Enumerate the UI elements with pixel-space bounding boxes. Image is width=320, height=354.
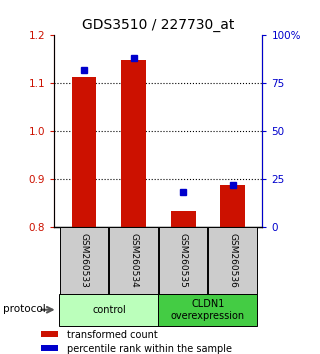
Text: transformed count: transformed count — [67, 330, 158, 340]
Bar — [171, 211, 196, 227]
Bar — [41, 331, 58, 337]
Bar — [72, 78, 97, 227]
Bar — [60, 227, 108, 294]
Title: GDS3510 / 227730_at: GDS3510 / 227730_at — [82, 18, 235, 32]
Text: protocol: protocol — [3, 304, 46, 314]
Bar — [159, 227, 207, 294]
Text: CLDN1
overexpression: CLDN1 overexpression — [171, 299, 245, 321]
Text: GSM260533: GSM260533 — [80, 233, 89, 288]
Bar — [59, 294, 158, 326]
Text: GSM260534: GSM260534 — [129, 233, 138, 287]
Bar — [109, 227, 158, 294]
Bar — [41, 345, 58, 351]
Bar — [121, 60, 146, 227]
Bar — [208, 227, 257, 294]
Text: GSM260535: GSM260535 — [179, 233, 188, 288]
Text: percentile rank within the sample: percentile rank within the sample — [67, 344, 232, 354]
Bar — [220, 184, 245, 227]
Text: GSM260536: GSM260536 — [228, 233, 237, 288]
Text: control: control — [92, 305, 126, 315]
Bar — [158, 294, 258, 326]
